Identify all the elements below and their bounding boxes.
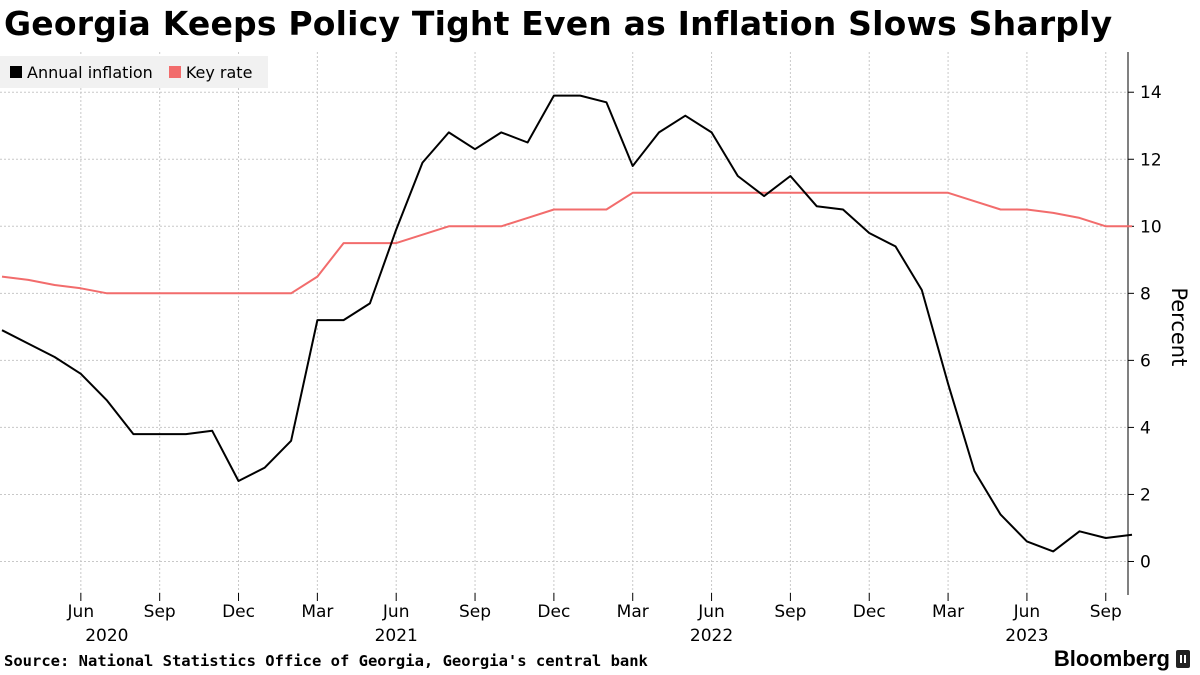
x-tick-label: Dec [537, 602, 570, 622]
x-year-label: 2021 [375, 626, 418, 646]
legend-swatch-key-rate [168, 66, 181, 78]
y-tick-label: 2 [1140, 485, 1151, 505]
x-tick-label: Dec [853, 602, 886, 622]
x-year-label: 2023 [1005, 626, 1048, 646]
x-year-label: 2022 [690, 626, 733, 646]
y-tick-label: 12 [1140, 150, 1162, 170]
x-tick-label: Dec [222, 602, 255, 622]
legend-item-inflation: Annual inflation [10, 63, 153, 82]
x-tick-label: Sep [459, 602, 491, 622]
legend: Annual inflation Key rate [0, 56, 268, 88]
y-tick-label: 8 [1140, 284, 1151, 304]
x-tick-label: Sep [144, 602, 176, 622]
x-tick-label: Jun [382, 602, 410, 622]
chart-title: Georgia Keeps Policy Tight Even as Infla… [4, 4, 1113, 43]
x-tick-label: Sep [1090, 602, 1122, 622]
x-tick-label: Mar [617, 602, 649, 622]
y-tick-label: 6 [1140, 351, 1151, 371]
x-tick-label: Jun [1013, 602, 1041, 622]
bloomberg-logo: Bloomberg [1054, 646, 1190, 672]
x-year-label: 2020 [85, 626, 128, 646]
legend-item-key-rate: Key rate [168, 62, 253, 82]
source-note: Source: National Statistics Office of Ge… [4, 652, 648, 670]
brand-name: Bloomberg [1053, 646, 1170, 671]
y-axis-title: Percent [1167, 287, 1191, 366]
x-tick-label: Sep [774, 602, 806, 622]
legend-label-key-rate: Key rate [185, 62, 253, 82]
terminal-icon [1176, 650, 1190, 668]
x-tick-label: Jun [67, 602, 95, 622]
y-tick-label: 14 [1140, 83, 1162, 103]
y-tick-label: 0 [1140, 552, 1151, 572]
x-tick-label: Mar [932, 602, 964, 622]
legend-swatch-inflation [10, 66, 22, 78]
x-tick-label: Jun [697, 602, 725, 622]
y-tick-label: 10 [1140, 217, 1162, 237]
series-line-annual-inflation [1, 94, 1133, 553]
series-line-key-rate [1, 191, 1132, 295]
x-tick-label: Mar [301, 602, 333, 622]
y-tick-label: 4 [1140, 418, 1151, 438]
legend-label-inflation: Annual inflation [27, 62, 153, 82]
